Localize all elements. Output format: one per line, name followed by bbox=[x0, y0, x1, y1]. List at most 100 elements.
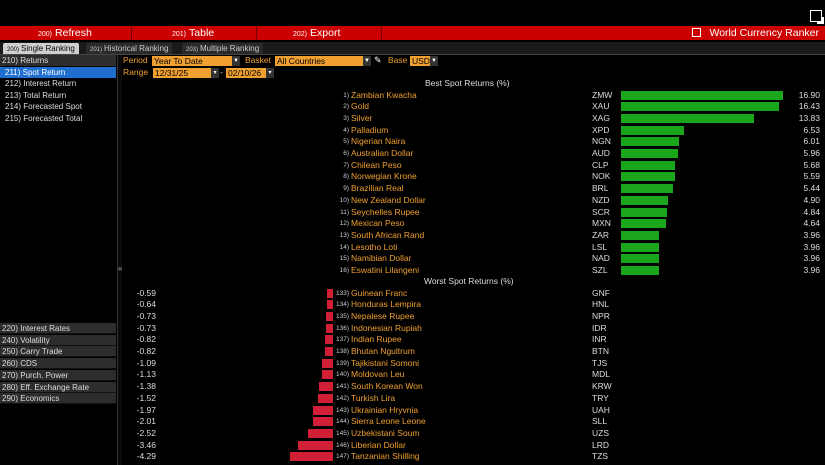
currency-name: Brazilian Real bbox=[351, 183, 404, 194]
table-row[interactable]: 7) Chilean Peso CLP 5.68 bbox=[0, 160, 825, 172]
rank-number: 138) bbox=[335, 348, 349, 355]
currency-name: Mexican Peso bbox=[351, 218, 405, 229]
table-row[interactable]: -2.52 145) Uzbekistani Soum UZS bbox=[0, 428, 825, 440]
sidebar-item-forecasted-spot[interactable]: 214) Forecasted Spot bbox=[5, 102, 82, 111]
return-bar bbox=[621, 149, 679, 158]
currency-code: SZL bbox=[592, 265, 608, 275]
return-bar bbox=[621, 137, 679, 147]
return-value: -4.29 bbox=[136, 451, 156, 462]
sidebar-item-interest-return[interactable]: 212) Interest Return bbox=[5, 79, 77, 88]
base-select[interactable]: USD bbox=[410, 56, 430, 66]
period-dropdown-icon[interactable]: ▼ bbox=[232, 56, 240, 66]
return-value: -1.38 bbox=[136, 381, 156, 392]
currency-name: Tanzanian Shilling bbox=[351, 451, 420, 462]
table-row[interactable]: -0.64 134) Honduras Lempira HNL bbox=[0, 299, 825, 311]
currency-name: Palladium bbox=[351, 124, 389, 135]
sidebar-item-eff-exchange-rate[interactable]: 280) Eff. Exchange Rate bbox=[0, 381, 116, 393]
currency-code: NAD bbox=[592, 253, 610, 264]
window-resize-icon[interactable] bbox=[810, 10, 824, 24]
sidebar-item-volatility[interactable]: 240) Volatility bbox=[0, 334, 116, 346]
sidebar-item-purch-power[interactable]: 270) Purch. Power bbox=[0, 369, 116, 381]
range-end-calendar-icon[interactable]: ▾ bbox=[266, 68, 274, 78]
rank-number: 3) bbox=[343, 114, 349, 122]
table-row[interactable]: 6) Australian Dollar AUD 5.96 bbox=[0, 148, 825, 160]
table-row[interactable]: 14) Lesotho Loti LSL 3.96 bbox=[0, 242, 825, 254]
table-row[interactable]: -1.09 139) Tajikistani Somoni TJS bbox=[0, 358, 825, 370]
currency-code: HNL bbox=[592, 299, 610, 310]
table-row[interactable]: 9) Brazilian Real BRL 5.44 bbox=[0, 183, 825, 195]
base-dropdown-icon[interactable]: ▼ bbox=[430, 56, 438, 66]
table-row[interactable]: 10) New Zealand Dollar NZD 4.90 bbox=[0, 195, 825, 207]
table-row[interactable]: -0.73 135) Nepalese Rupee NPR bbox=[0, 311, 825, 323]
table-row[interactable]: -2.01 144) Sierra Leone Leone SLL bbox=[0, 416, 825, 428]
currency-name: Namibian Dollar bbox=[351, 253, 412, 264]
sidebar-item-economics[interactable]: 290) Economics bbox=[0, 393, 116, 405]
currency-name: Chilean Peso bbox=[351, 159, 402, 170]
table-row[interactable]: 3) Silver XAG 13.83 bbox=[0, 113, 825, 125]
table-row[interactable]: -1.52 142) Turkish Lira TRY bbox=[0, 393, 825, 405]
table-row[interactable]: 16) Eswatini Lilangeni SZL 3.96 bbox=[0, 265, 825, 277]
range-start-field[interactable]: 12/31/25 bbox=[153, 68, 211, 78]
basket-label: Basket bbox=[245, 55, 271, 65]
sidebar-item-carry-trade[interactable]: 250) Carry Trade bbox=[0, 346, 116, 358]
currency-name: Lesotho Loti bbox=[351, 241, 398, 252]
tab-historical-ranking[interactable]: 201) Historical Ranking bbox=[86, 43, 173, 54]
basket-dropdown-icon[interactable]: ▼ bbox=[363, 56, 371, 66]
table-row[interactable]: 13) South African Rand ZAR 3.96 bbox=[0, 230, 825, 242]
sidebar-item-interest-rates[interactable]: 220) Interest Rates bbox=[0, 323, 116, 334]
rank-number: 7) bbox=[343, 161, 349, 169]
panel-splitter[interactable]: « bbox=[117, 55, 122, 465]
table-row[interactable]: 5) Nigerian Naira NGN 6.01 bbox=[0, 136, 825, 148]
rank-number: 142) bbox=[335, 394, 349, 402]
table-row[interactable]: -3.46 146) Liberian Dollar LRD bbox=[0, 440, 825, 452]
table-button[interactable]: 201) Table bbox=[172, 26, 214, 40]
sidebar-item-spot-return[interactable]: 211) Spot Return bbox=[0, 66, 116, 78]
range-start-calendar-icon[interactable]: ▾ bbox=[211, 68, 219, 78]
currency-code: IDR bbox=[592, 322, 607, 333]
return-value: 16.43 bbox=[798, 101, 820, 112]
sidebar-item-cds[interactable]: 260) CDS bbox=[0, 358, 116, 370]
sidebar-item-returns[interactable]: 210) Returns bbox=[0, 55, 116, 66]
table-row[interactable]: 2) Gold XAU 16.43 bbox=[0, 101, 825, 113]
sidebar-item-forecasted-total[interactable]: 215) Forecasted Total bbox=[5, 113, 83, 123]
table-row[interactable]: -0.73 136) Indonesian Rupiah IDR bbox=[0, 323, 825, 335]
tab-single-ranking[interactable]: 200) Single Ranking bbox=[3, 43, 79, 54]
table-row[interactable]: -0.82 137) Indian Rupee INR bbox=[0, 334, 825, 346]
table-row[interactable]: -1.13 140) Moldovan Leu MDL bbox=[0, 369, 825, 381]
table-row[interactable]: -4.29 147) Tanzanian Shilling TZS bbox=[0, 451, 825, 463]
table-row[interactable]: 4) Palladium XPD 6.53 bbox=[0, 125, 825, 137]
return-bar bbox=[324, 335, 333, 345]
table-row[interactable]: -1.38 141) South Korean Won KRW bbox=[0, 381, 825, 393]
return-value: -2.01 bbox=[136, 416, 156, 427]
tab-multiple-ranking[interactable]: 203) Multiple Ranking bbox=[182, 43, 264, 54]
export-button[interactable]: 202) Export bbox=[293, 26, 340, 40]
table-row[interactable]: -1.97 143) Ukrainian Hryvnia UAH bbox=[0, 405, 825, 417]
period-select[interactable]: Year To Date bbox=[152, 56, 232, 66]
table-row[interactable]: 8) Norwegian Krone NOK 5.59 bbox=[0, 171, 825, 183]
currency-name: Tajikistani Somoni bbox=[351, 357, 420, 368]
basket-select[interactable]: All Countries bbox=[275, 56, 363, 66]
rank-number: 141) bbox=[335, 383, 349, 391]
table-row[interactable]: 1) Zambian Kwacha ZMW 16.90 bbox=[0, 90, 825, 102]
range-end-field[interactable]: 02/10/26 bbox=[226, 68, 266, 78]
table-row[interactable]: -0.59 133) Guinean Franc GNF bbox=[0, 288, 825, 300]
return-value: 3.96 bbox=[803, 265, 820, 275]
return-bar bbox=[319, 382, 333, 392]
refresh-button[interactable]: 200) Refresh bbox=[38, 26, 92, 40]
return-bar bbox=[621, 102, 779, 112]
toolbar-separator bbox=[131, 26, 132, 40]
return-bar bbox=[325, 323, 333, 333]
table-row[interactable]: 15) Namibian Dollar NAD 3.96 bbox=[0, 253, 825, 265]
collapse-arrow-icon[interactable]: « bbox=[118, 264, 123, 273]
export-label: Export bbox=[310, 27, 341, 39]
table-row[interactable]: 11) Seychelles Rupee SCR 4.84 bbox=[0, 207, 825, 219]
sidebar-item-total-return[interactable]: 213) Total Return bbox=[5, 90, 67, 100]
table-row[interactable]: 12) Mexican Peso MXN 4.64 bbox=[0, 218, 825, 230]
edit-pencil-icon[interactable]: ✎ bbox=[374, 55, 382, 65]
rank-number: 147) bbox=[335, 453, 349, 461]
currency-name: Nigerian Naira bbox=[351, 136, 406, 147]
return-bar bbox=[290, 452, 333, 462]
return-value: 5.59 bbox=[803, 171, 820, 182]
table-row[interactable]: -0.82 138) Bhutan Ngultrum BTN bbox=[0, 346, 825, 358]
app-title[interactable]: World Currency Ranker bbox=[692, 26, 819, 40]
